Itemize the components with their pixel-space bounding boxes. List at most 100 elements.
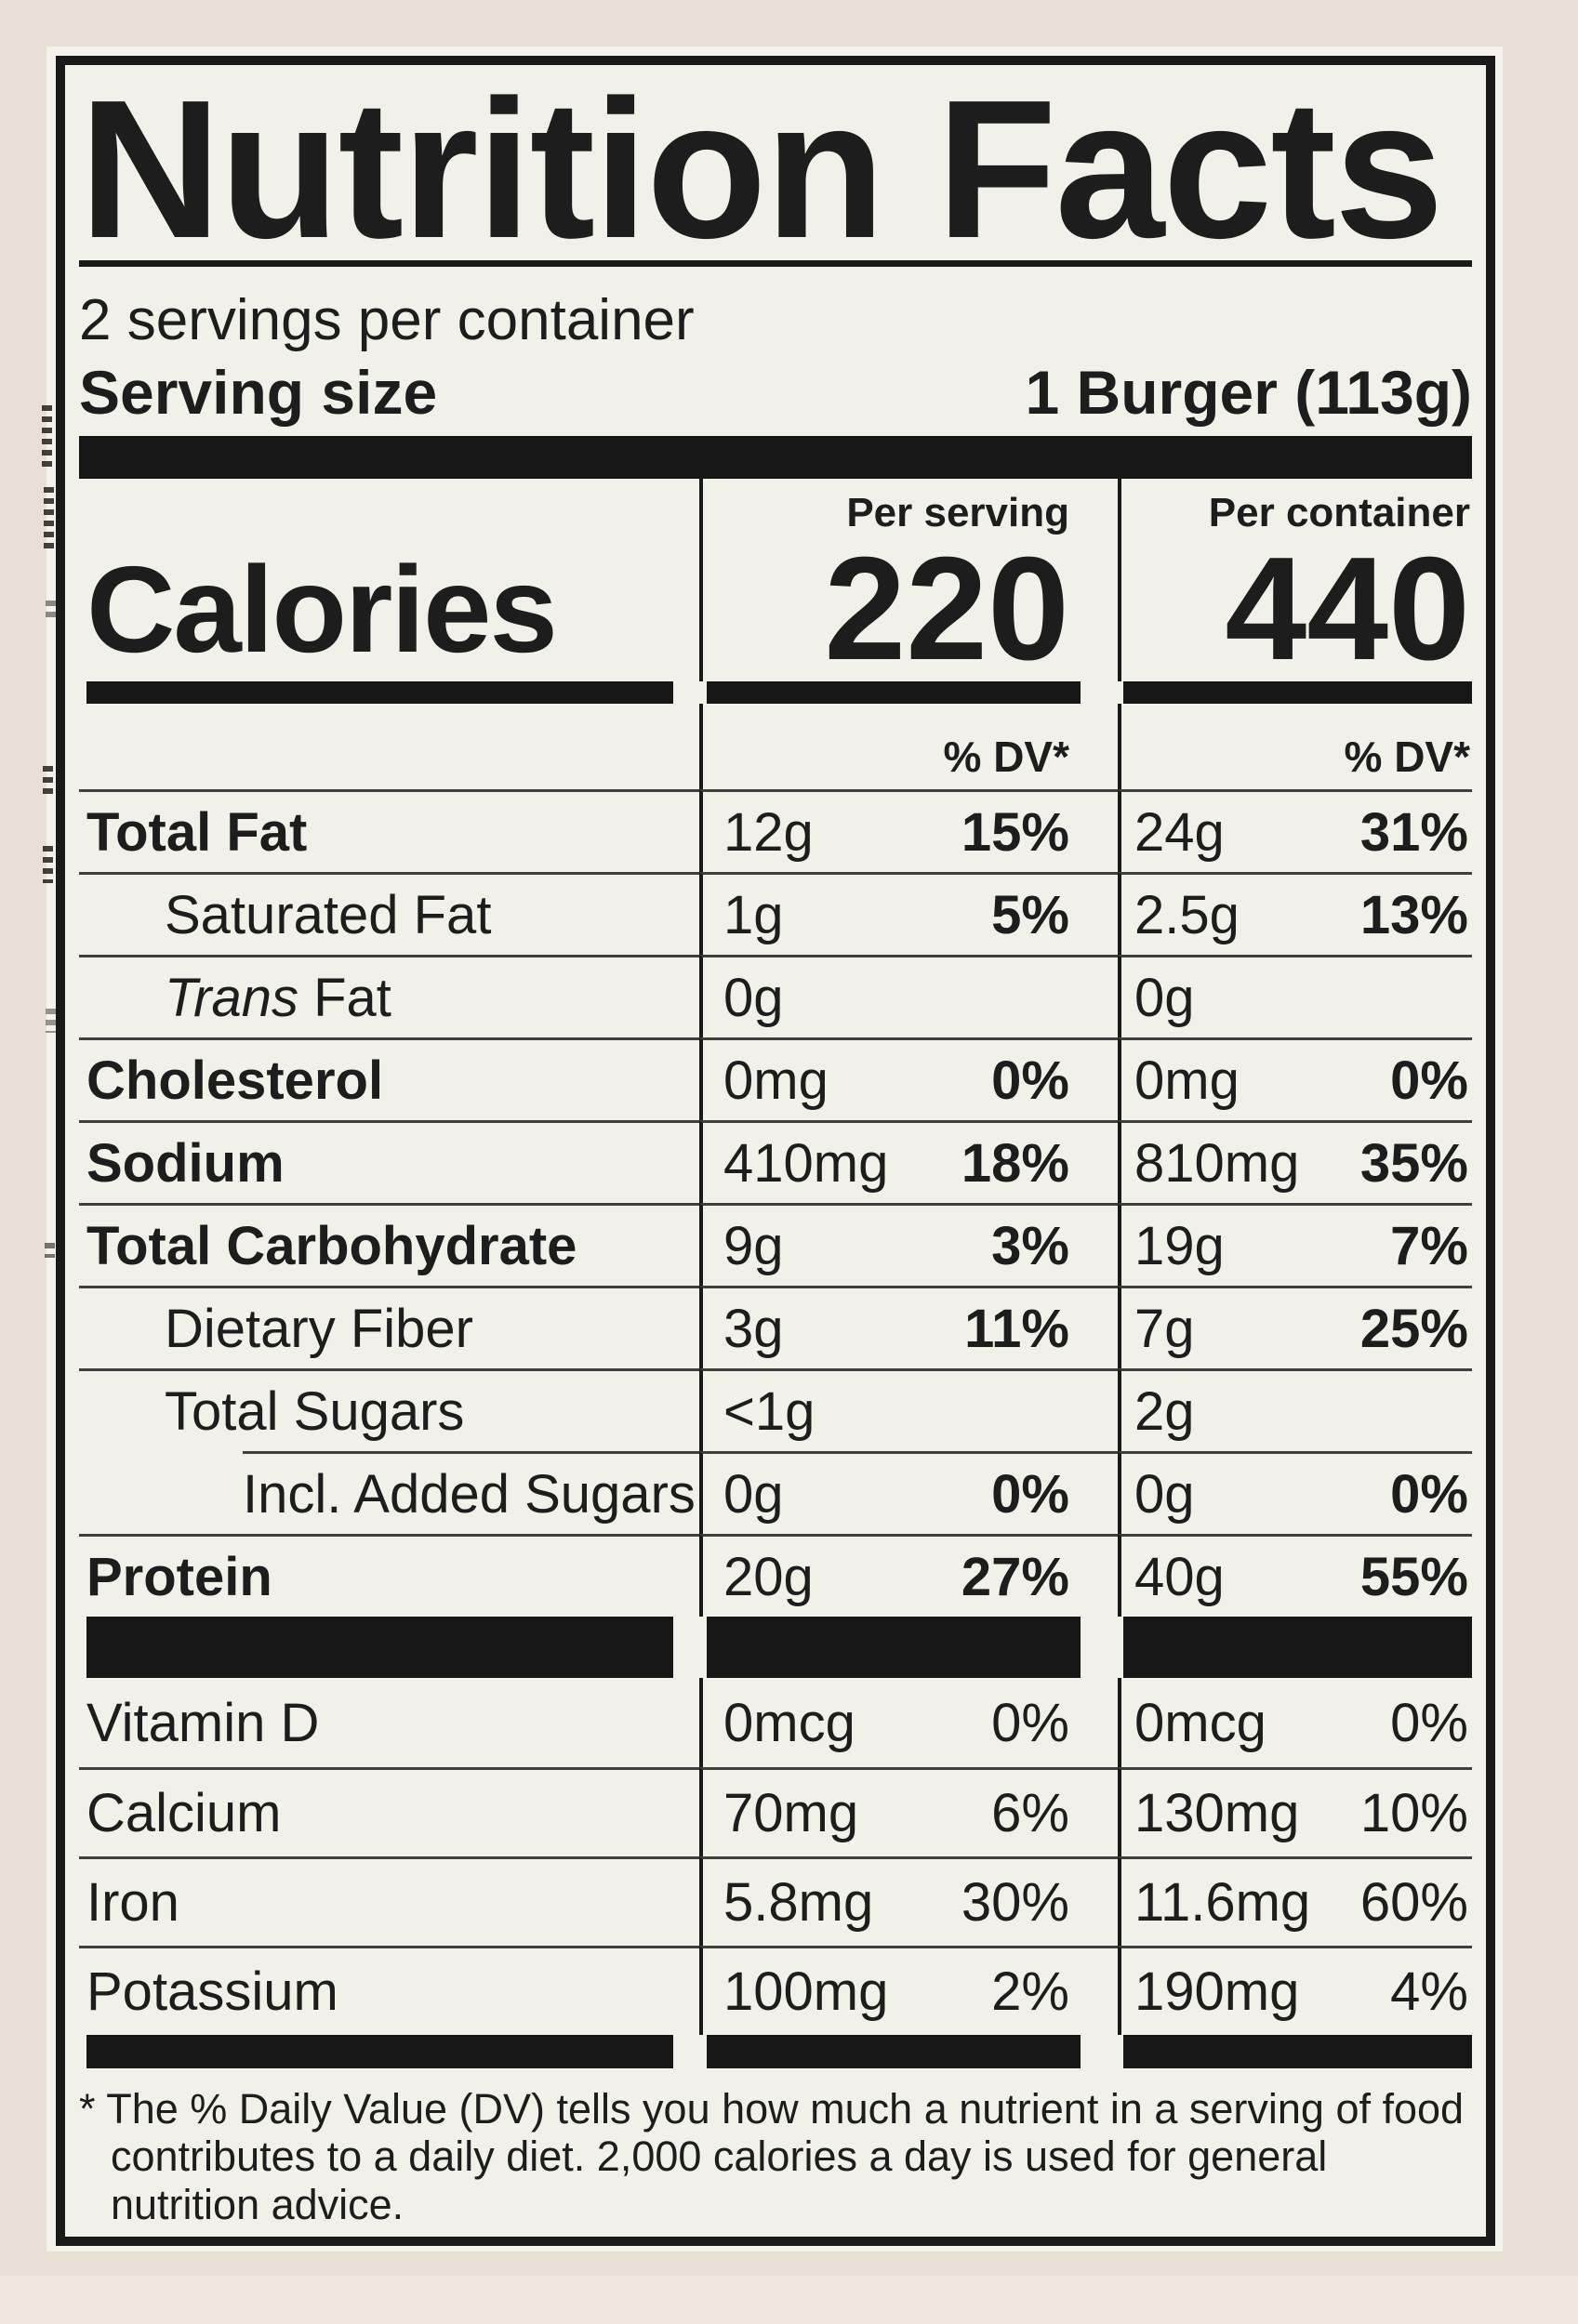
dv-value: 27%: [961, 1546, 1069, 1607]
vitamin-row-calcium: Calcium 70mg 6% 130mg 10%: [79, 1767, 1472, 1857]
column-header-row: Per serving Per container: [79, 479, 1472, 537]
scan-artifact: [43, 846, 53, 883]
amount-value: 0mg: [723, 1050, 829, 1111]
section-divider-bar: [707, 1617, 1081, 1679]
nutrient-row-protein: Protein 20g 27% 40g 55%: [79, 1534, 1472, 1618]
section-divider-bar: [1123, 1617, 1472, 1679]
amount-value: 7g: [1134, 1298, 1195, 1359]
amount-value: 2.5g: [1134, 884, 1240, 945]
nutrient-row-sodium: Sodium 410mg 18% 810mg 35%: [79, 1120, 1472, 1204]
dv-value: 5%: [991, 884, 1069, 945]
nutrient-name: Trans Fat: [165, 967, 391, 1028]
amount-value: 100mg: [723, 1961, 889, 2023]
amount-value: 810mg: [1134, 1132, 1300, 1194]
dv-value: 3%: [991, 1215, 1069, 1276]
thick-divider-bar: [79, 436, 1472, 480]
amount-value: 3g: [723, 1298, 784, 1359]
vitamin-row-vitamin-d: Vitamin D 0mcg 0% 0mcg 0%: [79, 1678, 1472, 1768]
dv-value: 0%: [1390, 1692, 1468, 1753]
scan-artifact: [42, 405, 52, 470]
bottom-divider-row: [79, 2035, 1472, 2069]
calories-label: Calories: [86, 540, 558, 678]
nutrient-name: Cholesterol: [86, 1050, 384, 1111]
nutrition-label: Nutrition Facts 2 servings per container…: [56, 56, 1495, 2246]
dv-value: 11%: [964, 1298, 1069, 1359]
dv-header-serving: % DV*: [699, 704, 1118, 790]
dv-value: 0%: [991, 1050, 1069, 1111]
calories-row: Calories 220 440: [79, 527, 1472, 691]
amount-value: <1g: [723, 1380, 816, 1442]
dv-value: 0%: [1390, 1050, 1468, 1111]
nutrient-name: Total Sugars: [165, 1380, 465, 1442]
calories-per-serving: 220: [699, 527, 1118, 691]
dv-value: 0%: [1390, 1463, 1468, 1525]
title-rule: [79, 260, 1472, 268]
amount-value: 11.6mg: [1134, 1872, 1311, 1934]
dv-value: 6%: [991, 1783, 1069, 1844]
bottom-divider-bar: [1123, 2035, 1472, 2069]
medium-divider-bar: [86, 681, 673, 705]
amount-value: 190mg: [1134, 1961, 1300, 2023]
nutrient-name: Sodium: [86, 1132, 285, 1194]
amount-value: 24g: [1134, 801, 1225, 863]
amount-value: 0g: [1134, 967, 1195, 1028]
nutrient-name: Saturated Fat: [165, 884, 492, 945]
scan-artifact: [43, 766, 53, 796]
amount-value: 1g: [723, 884, 784, 945]
serving-size-label: Serving size: [79, 358, 438, 428]
nutrient-name: Iron: [86, 1872, 179, 1934]
amount-value: 130mg: [1134, 1783, 1300, 1844]
dv-value: 10%: [1359, 1783, 1468, 1844]
per-container-header: Per container: [1118, 479, 1472, 537]
amount-value: 40g: [1134, 1546, 1225, 1607]
nutrient-name: Total Fat: [86, 801, 308, 863]
amount-value: 5.8mg: [723, 1872, 874, 1934]
spacer: [79, 704, 699, 789]
scan-artifact: [45, 1243, 55, 1258]
scan-artifact: [44, 487, 54, 548]
bottom-divider-bar: [707, 2035, 1081, 2069]
dv-header-container: % DV*: [1118, 704, 1472, 790]
dv-value: 60%: [1359, 1872, 1468, 1934]
dv-value: 35%: [1359, 1132, 1468, 1194]
nutrient-row-total-fat: Total Fat 12g 15% 24g 31%: [79, 789, 1472, 873]
amount-value: 2g: [1134, 1380, 1195, 1442]
nutrient-name: Potassium: [86, 1961, 338, 2023]
nutrient-name: Dietary Fiber: [165, 1298, 473, 1359]
dv-value: 25%: [1359, 1298, 1468, 1359]
amount-value: 12g: [723, 801, 814, 863]
nutrient-name: Incl. Added Sugars: [243, 1463, 696, 1525]
nutrient-name: Protein: [86, 1546, 272, 1607]
scan-artifact: [46, 601, 56, 623]
vitamin-row-iron: Iron 5.8mg 30% 11.6mg 60%: [79, 1856, 1472, 1947]
amount-value: 0g: [723, 1463, 784, 1525]
amount-value: 19g: [1134, 1215, 1225, 1276]
photo-edge: [0, 2276, 1578, 2324]
nutrient-name: Vitamin D: [86, 1692, 320, 1753]
nutrient-row-added-sugars: Incl. Added Sugars 0g 0% 0g 0%: [79, 1451, 1472, 1535]
nutrient-row-saturated-fat: Saturated Fat 1g 5% 2.5g 13%: [79, 872, 1472, 956]
dv-value: 31%: [1359, 801, 1468, 863]
amount-value: 0g: [723, 967, 784, 1028]
dv-value: 13%: [1359, 884, 1468, 945]
amount-value: 20g: [723, 1546, 814, 1607]
medium-divider-bar: [707, 681, 1081, 705]
nutrient-name: Calcium: [86, 1783, 282, 1844]
nutrient-row-total-carbohydrate: Total Carbohydrate 9g 3% 19g 7%: [79, 1203, 1472, 1287]
nutrient-row-trans-fat: Trans Fat 0g 0g: [79, 955, 1472, 1038]
bottom-divider-bar: [86, 2035, 673, 2069]
dv-value: 7%: [1390, 1215, 1468, 1276]
amount-value: 0mcg: [723, 1692, 855, 1753]
amount-value: 70mg: [723, 1783, 859, 1844]
section-divider-row: [79, 1617, 1472, 1679]
dv-value: 30%: [961, 1872, 1069, 1934]
nutrient-row-total-sugars: Total Sugars <1g 2g: [79, 1368, 1472, 1452]
dv-header-row: % DV* % DV*: [79, 704, 1472, 790]
per-serving-header: Per serving: [699, 479, 1118, 537]
spacer: [79, 479, 699, 536]
amount-value: 0mcg: [1134, 1692, 1266, 1753]
dv-value: 18%: [961, 1132, 1069, 1194]
dv-footnote: * The % Daily Value (DV) tells you how m…: [79, 2085, 1465, 2228]
dv-value: 4%: [1390, 1961, 1468, 2023]
dv-value: 15%: [961, 801, 1069, 863]
